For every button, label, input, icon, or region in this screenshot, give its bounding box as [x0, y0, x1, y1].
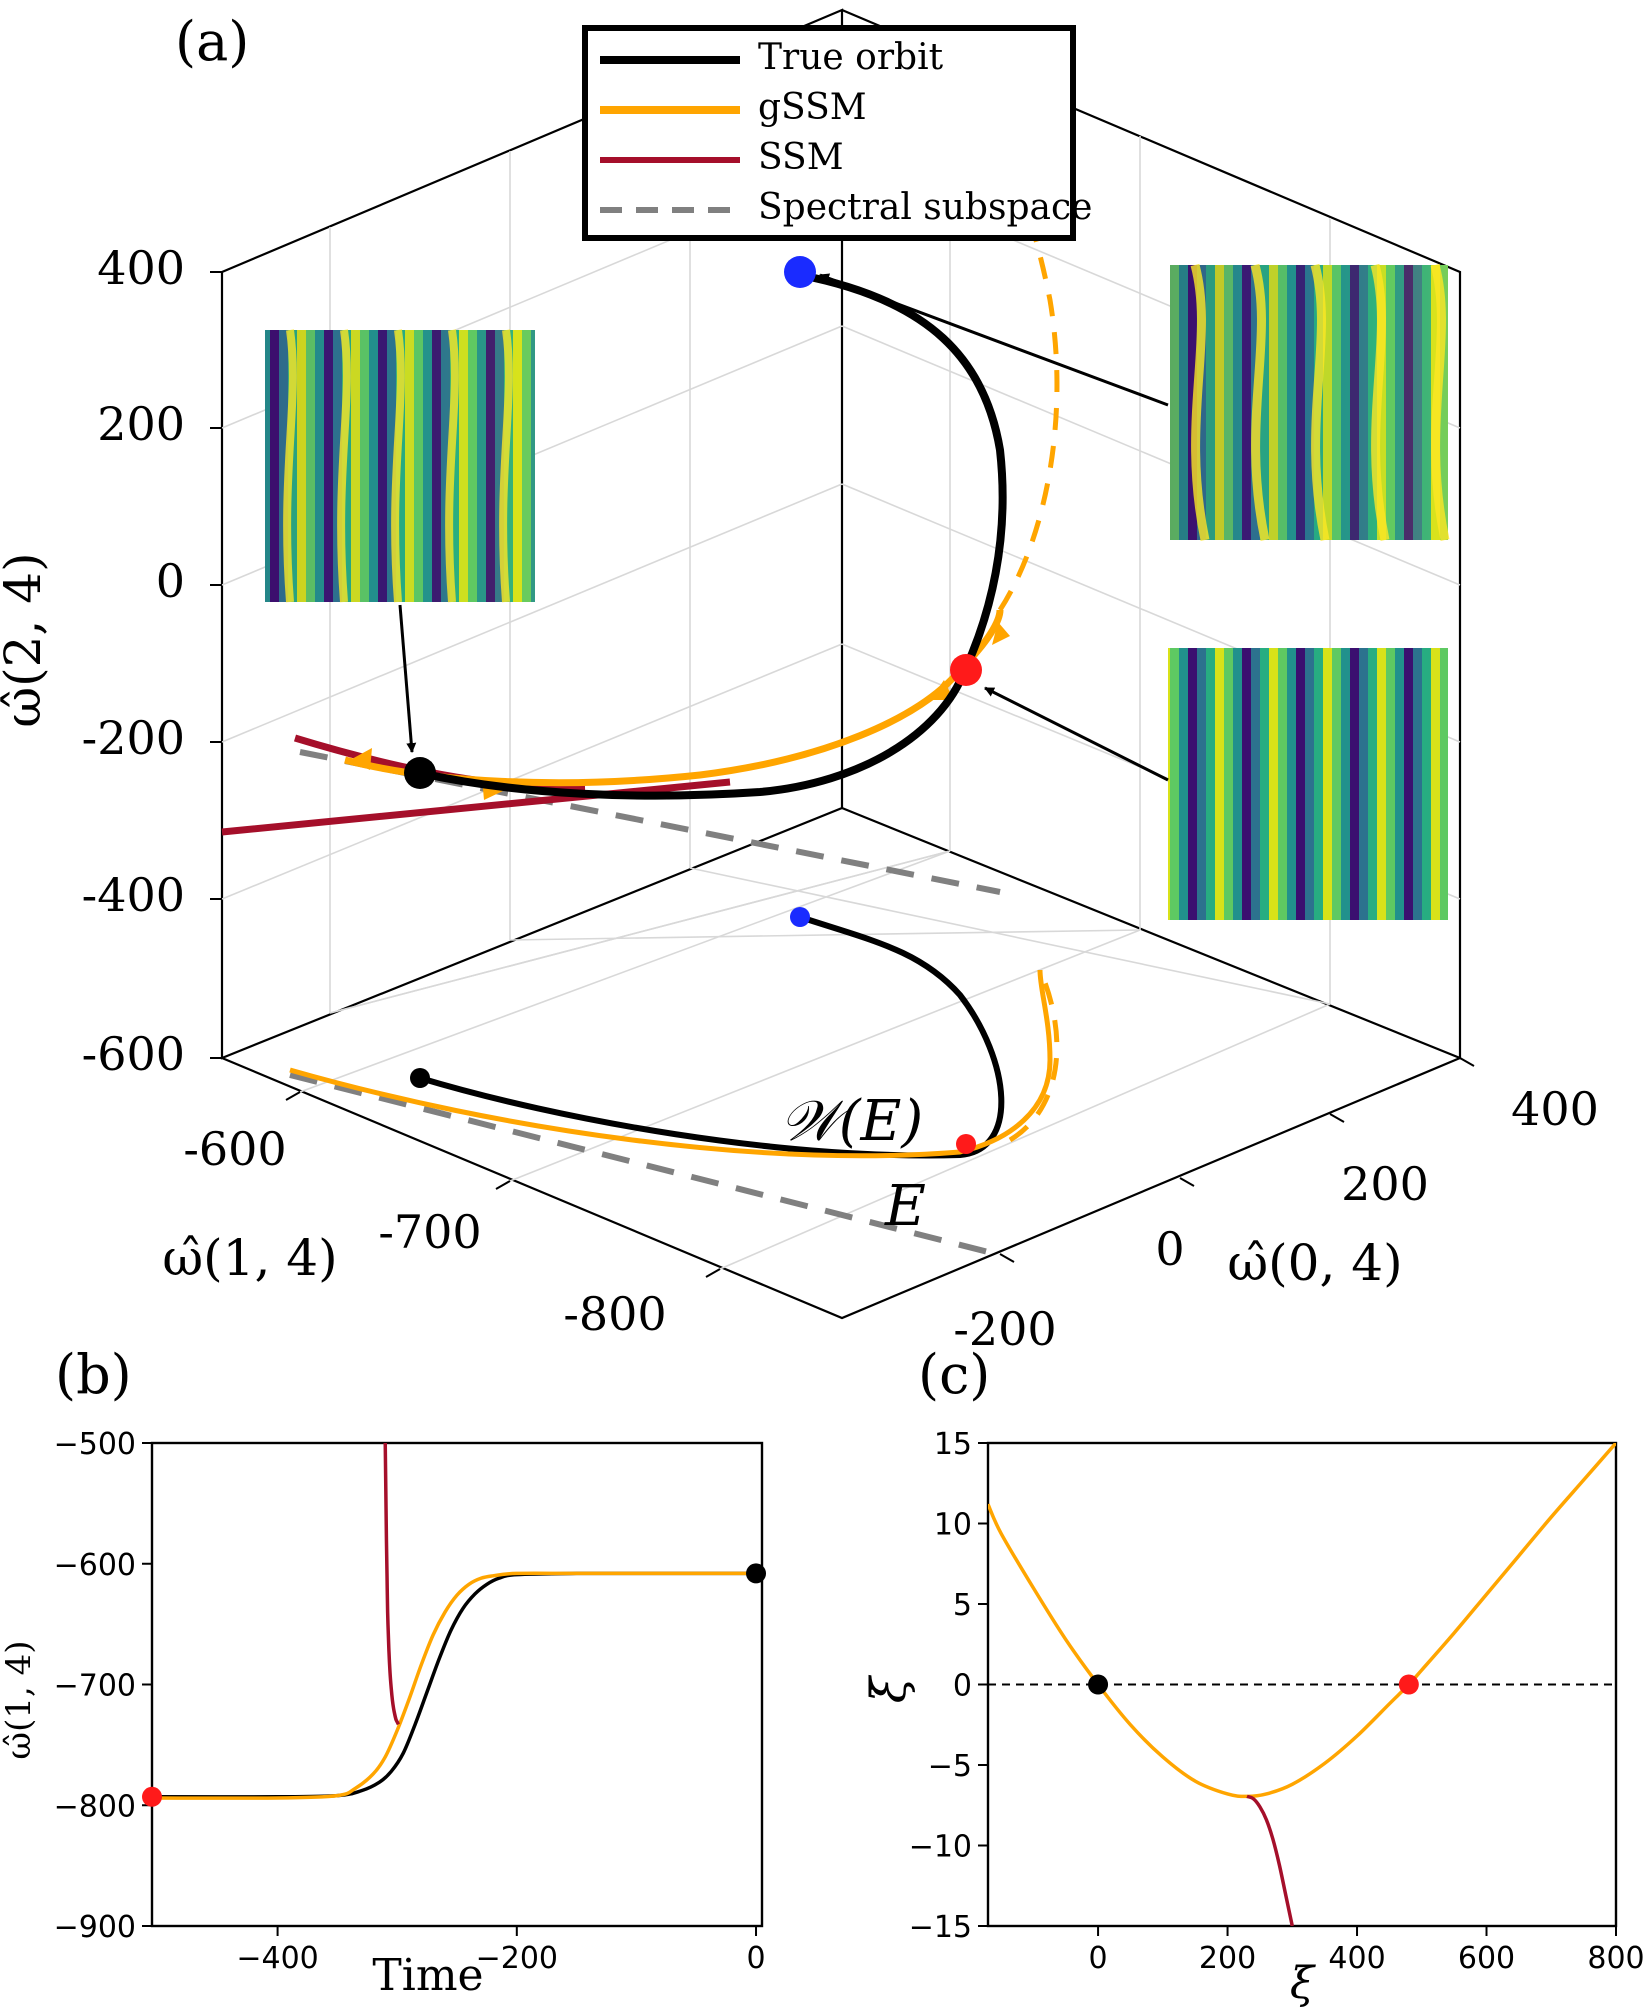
fixed-point-3d-blue — [784, 256, 816, 288]
y-tick-label: 0 — [1155, 1222, 1184, 1276]
y-tick-label: −700 — [54, 1669, 136, 1704]
axis-ticks-b: −400 −200 0 −500 −600 −700 −800 −900 — [54, 1427, 766, 1976]
z-tick-label: -600 — [82, 1027, 185, 1081]
x-axis-label-c: ξ — [1290, 1958, 1317, 2009]
inset-arrow-right-top — [819, 273, 1169, 407]
gssm-floor — [289, 969, 1053, 1159]
x-tick-label: -700 — [378, 1205, 481, 1259]
inset-arrow-left — [398, 604, 417, 753]
series-line-gssm — [152, 1571, 757, 1800]
markers-b — [142, 1563, 767, 1807]
fixed-point-marker-red — [1398, 1674, 1419, 1695]
y-axis-label: ω̂(0, 4) — [1227, 1234, 1402, 1292]
panel-c-plot: (c) 0 200 400 600 800 15 10 5 0 −5 −10 −15 ξ ξ̇ — [861, 1343, 1644, 2009]
z-axis: 400 200 0 -200 -400 -600 ω̂(2, 4) — [0, 241, 222, 1081]
y-tick-label: 10 — [934, 1508, 972, 1543]
fixed-point-floor-red — [956, 1134, 976, 1154]
x-tick-label: 600 — [1458, 1941, 1515, 1976]
markers-c — [1088, 1674, 1419, 1695]
y-tick-label: −5 — [928, 1749, 972, 1784]
inset-wavy-left — [265, 329, 535, 603]
series-line-gssm — [988, 1443, 1616, 1799]
y-axis: 400 200 0 -200 ω̂(0, 4) — [953, 1057, 1599, 1356]
x-axis: -600 -700 -800 ω̂(1, 4) — [162, 1091, 721, 1341]
y-tick-label: 200 — [1341, 1157, 1429, 1211]
y-tick-label: 5 — [953, 1588, 972, 1623]
fixed-point-marker-red — [142, 1786, 162, 1807]
y-axis-label-c: ξ̇ — [861, 1674, 917, 1703]
y-tick-label: 0 — [953, 1669, 972, 1704]
y-tick-label: 15 — [934, 1427, 972, 1462]
panel-label-c: (c) — [918, 1343, 990, 1406]
z-tick-label: 200 — [97, 397, 185, 451]
inset-wavy-right — [1170, 263, 1450, 541]
y-tick-label: 400 — [1511, 1082, 1599, 1136]
x-axis-label-b: Time — [372, 1950, 483, 2001]
axis-ticks-c: 0 200 400 600 800 15 10 5 0 −5 −10 −15 — [909, 1427, 1644, 1976]
x-tick-label: 0 — [1089, 1941, 1108, 1976]
x-tick-label: 200 — [1199, 1941, 1256, 1976]
x-tick-label: 0 — [746, 1941, 765, 1976]
plot-frame-b — [150, 1441, 764, 1928]
inset-arrow-right-bottom — [984, 686, 1169, 782]
y-tick-label: −600 — [54, 1548, 136, 1583]
subspace-label: E — [884, 1174, 926, 1239]
fixed-point-floor-black — [410, 1068, 430, 1088]
spectral-subspace-floor — [289, 1072, 1001, 1258]
y-tick-label: −15 — [909, 1910, 972, 1945]
legend: True orbit gSSM SSM Spectral subspace — [582, 25, 1092, 241]
series-line-ssm — [1246, 1794, 1295, 1926]
z-tick-label: 0 — [156, 554, 185, 608]
legend-label: True orbit — [758, 37, 944, 78]
series-c — [988, 1443, 1616, 1926]
x-tick-label: −400 — [236, 1941, 318, 1976]
panel-label-a: (a) — [175, 10, 249, 73]
z-tick-label: -200 — [82, 711, 185, 765]
x-tick-label: −200 — [476, 1941, 558, 1976]
legend-label: SSM — [758, 137, 844, 178]
y-tick-label: −800 — [54, 1789, 136, 1824]
series-line-true-orbit — [152, 1571, 757, 1799]
z-axis-label: ω̂(2, 4) — [0, 552, 52, 727]
y-tick-label: -200 — [953, 1302, 1056, 1356]
y-tick-label: −900 — [54, 1910, 136, 1945]
z-tick-label: -400 — [82, 868, 185, 922]
z-tick-label: 400 — [97, 241, 185, 295]
panel-a-3d-plot: 400 200 0 -200 -400 -600 ω̂(2, 4) -600 -… — [0, 8, 1599, 1356]
x-tick-label: -600 — [183, 1122, 286, 1176]
series-b — [152, 1443, 757, 1800]
fixed-point-3d-black — [404, 757, 436, 789]
fixed-point-3d-red — [950, 654, 982, 686]
x-tick-label: 800 — [1587, 1941, 1644, 1976]
fixed-point-marker-black — [1088, 1674, 1109, 1695]
fixed-point-marker-black — [746, 1563, 767, 1584]
y-tick-label: −10 — [909, 1830, 972, 1865]
gssm-floor-dashed — [1008, 969, 1060, 1143]
x-tick-label: 400 — [1328, 1941, 1385, 1976]
y-axis-label-b: ω̂(1, 4) — [0, 1640, 39, 1759]
x-axis-label: ω̂(1, 4) — [162, 1229, 337, 1287]
inset-straight-right — [1168, 648, 1448, 920]
legend-label: Spectral subspace — [758, 187, 1092, 228]
y-tick-label: −500 — [54, 1427, 136, 1462]
panel-label-b: (b) — [55, 1343, 132, 1406]
fixed-point-floor-blue — [790, 907, 810, 927]
manifold-label: 𝒲(E) — [780, 1089, 923, 1154]
legend-label: gSSM — [758, 87, 867, 128]
gssm-3d — [344, 609, 1004, 787]
panel-b-plot: (b) −400 −200 0 −500 −600 −700 −800 −900 Time ω… — [0, 1343, 767, 2001]
x-tick-label: -800 — [563, 1287, 666, 1341]
series-line-ssm — [383, 1443, 400, 1726]
